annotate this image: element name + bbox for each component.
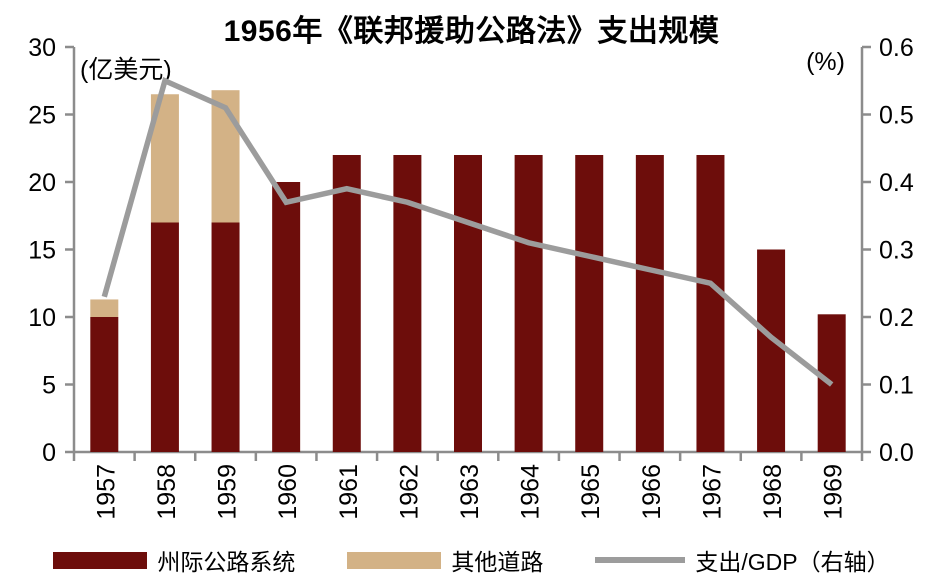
x-axis-year-label: 1959 xyxy=(214,464,242,520)
bar-interstate-1963 xyxy=(454,155,482,452)
x-axis-year-label: 1962 xyxy=(395,464,423,520)
right-axis-tick-label: 0.3 xyxy=(879,237,914,265)
left-axis-tick-label: 0 xyxy=(42,439,56,467)
right-axis-tick-label: 0.2 xyxy=(879,304,914,332)
right-axis-tick-label: 0.6 xyxy=(879,34,914,62)
bar-interstate-1965 xyxy=(575,155,604,452)
right-axis-tick-label: 0.4 xyxy=(879,169,914,197)
left-axis-tick-label: 15 xyxy=(28,237,56,265)
legend-label-interstate: 州际公路系统 xyxy=(157,549,296,575)
other-roads-swatch-icon xyxy=(347,551,442,569)
x-axis-year-label: 1965 xyxy=(577,464,605,520)
bar-interstate-1960 xyxy=(272,182,301,452)
legend: 州际公路系统 其他道路 支出/GDP（右轴） xyxy=(0,543,943,577)
x-axis-year-label: 1968 xyxy=(759,464,787,520)
left-axis-tick-label: 10 xyxy=(28,304,56,332)
x-axis-year-label: 1966 xyxy=(638,464,666,520)
bar-interstate-1957 xyxy=(90,317,119,452)
left-axis-tick-label: 5 xyxy=(42,372,56,400)
left-axis-unit-label: (亿美元) xyxy=(80,56,172,84)
bar-interstate-1959 xyxy=(211,222,240,452)
x-axis-year-label: 1957 xyxy=(92,464,120,520)
x-axis-year-label: 1960 xyxy=(274,464,302,520)
legend-item-interstate: 州际公路系统 xyxy=(53,543,295,577)
bar-other-1957 xyxy=(90,299,119,317)
legend-item-other: 其他道路 xyxy=(347,543,543,577)
left-axis-tick-label: 25 xyxy=(28,102,56,130)
x-axis-year-label: 1969 xyxy=(820,464,848,520)
x-axis-year-label: 1958 xyxy=(153,464,181,520)
x-axis-year-label: 1967 xyxy=(698,464,726,520)
bar-interstate-1968 xyxy=(757,249,786,452)
left-axis-tick-label: 20 xyxy=(28,169,56,197)
chart-title: 1956年《联邦援助公路法》支出规模 xyxy=(223,15,720,48)
bar-interstate-1964 xyxy=(514,155,543,452)
interstate-swatch-icon xyxy=(53,551,148,569)
x-axis-year-label: 1963 xyxy=(456,464,484,520)
right-axis-unit-label: (%) xyxy=(806,48,845,76)
legend-item-ratio: 支出/GDP（右轴） xyxy=(595,543,890,577)
legend-label-other: 其他道路 xyxy=(451,549,544,575)
bar-interstate-1958 xyxy=(150,222,179,452)
gdp-ratio-line xyxy=(101,76,834,387)
right-axis-tick-label: 0.1 xyxy=(879,372,914,400)
legend-label-ratio: 支出/GDP（右轴） xyxy=(695,549,890,575)
bar-interstate-1966 xyxy=(635,155,664,452)
right-axis-tick-label: 0.5 xyxy=(879,102,914,130)
right-axis-tick-label: 0.0 xyxy=(879,439,914,467)
x-axis-year-label: 1961 xyxy=(335,464,363,520)
x-axis-year-label: 1964 xyxy=(517,464,545,520)
gdp-ratio-line-swatch-icon xyxy=(595,557,686,563)
bar-interstate-1967 xyxy=(696,155,725,452)
left-axis-tick-label: 30 xyxy=(28,34,56,62)
bar-interstate-1961 xyxy=(332,155,361,452)
